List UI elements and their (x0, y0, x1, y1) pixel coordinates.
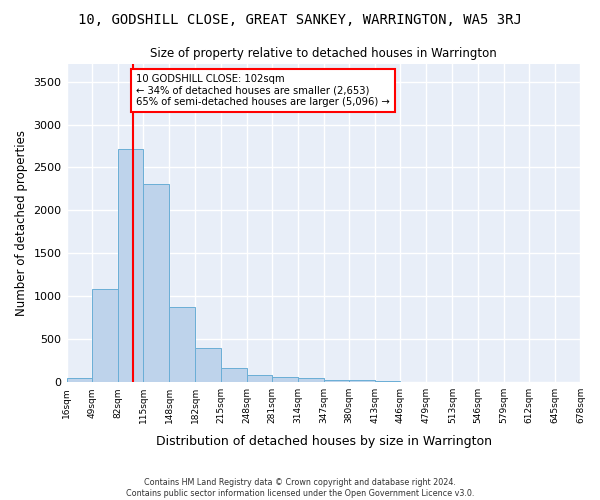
X-axis label: Distribution of detached houses by size in Warrington: Distribution of detached houses by size … (155, 434, 491, 448)
Bar (143, 184, 169, 382)
Bar (196, 348, 221, 382)
Bar (323, 380, 349, 382)
Bar (118, 148, 143, 382)
Bar (298, 378, 323, 382)
Bar (92, 290, 118, 382)
Text: Contains HM Land Registry data © Crown copyright and database right 2024.
Contai: Contains HM Land Registry data © Crown c… (126, 478, 474, 498)
Bar (169, 308, 196, 382)
Title: Size of property relative to detached houses in Warrington: Size of property relative to detached ho… (150, 48, 497, 60)
Bar (247, 375, 272, 382)
Bar (349, 380, 375, 382)
Text: 10 GODSHILL CLOSE: 102sqm
← 34% of detached houses are smaller (2,653)
65% of se: 10 GODSHILL CLOSE: 102sqm ← 34% of detac… (136, 74, 389, 107)
Text: 10, GODSHILL CLOSE, GREAT SANKEY, WARRINGTON, WA5 3RJ: 10, GODSHILL CLOSE, GREAT SANKEY, WARRIN… (78, 12, 522, 26)
Bar (67, 378, 92, 382)
Y-axis label: Number of detached properties: Number of detached properties (15, 130, 28, 316)
Bar (221, 368, 247, 382)
Bar (272, 378, 298, 382)
